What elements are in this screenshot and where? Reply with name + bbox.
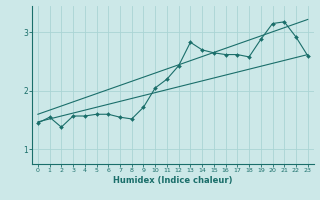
- X-axis label: Humidex (Indice chaleur): Humidex (Indice chaleur): [113, 176, 233, 185]
